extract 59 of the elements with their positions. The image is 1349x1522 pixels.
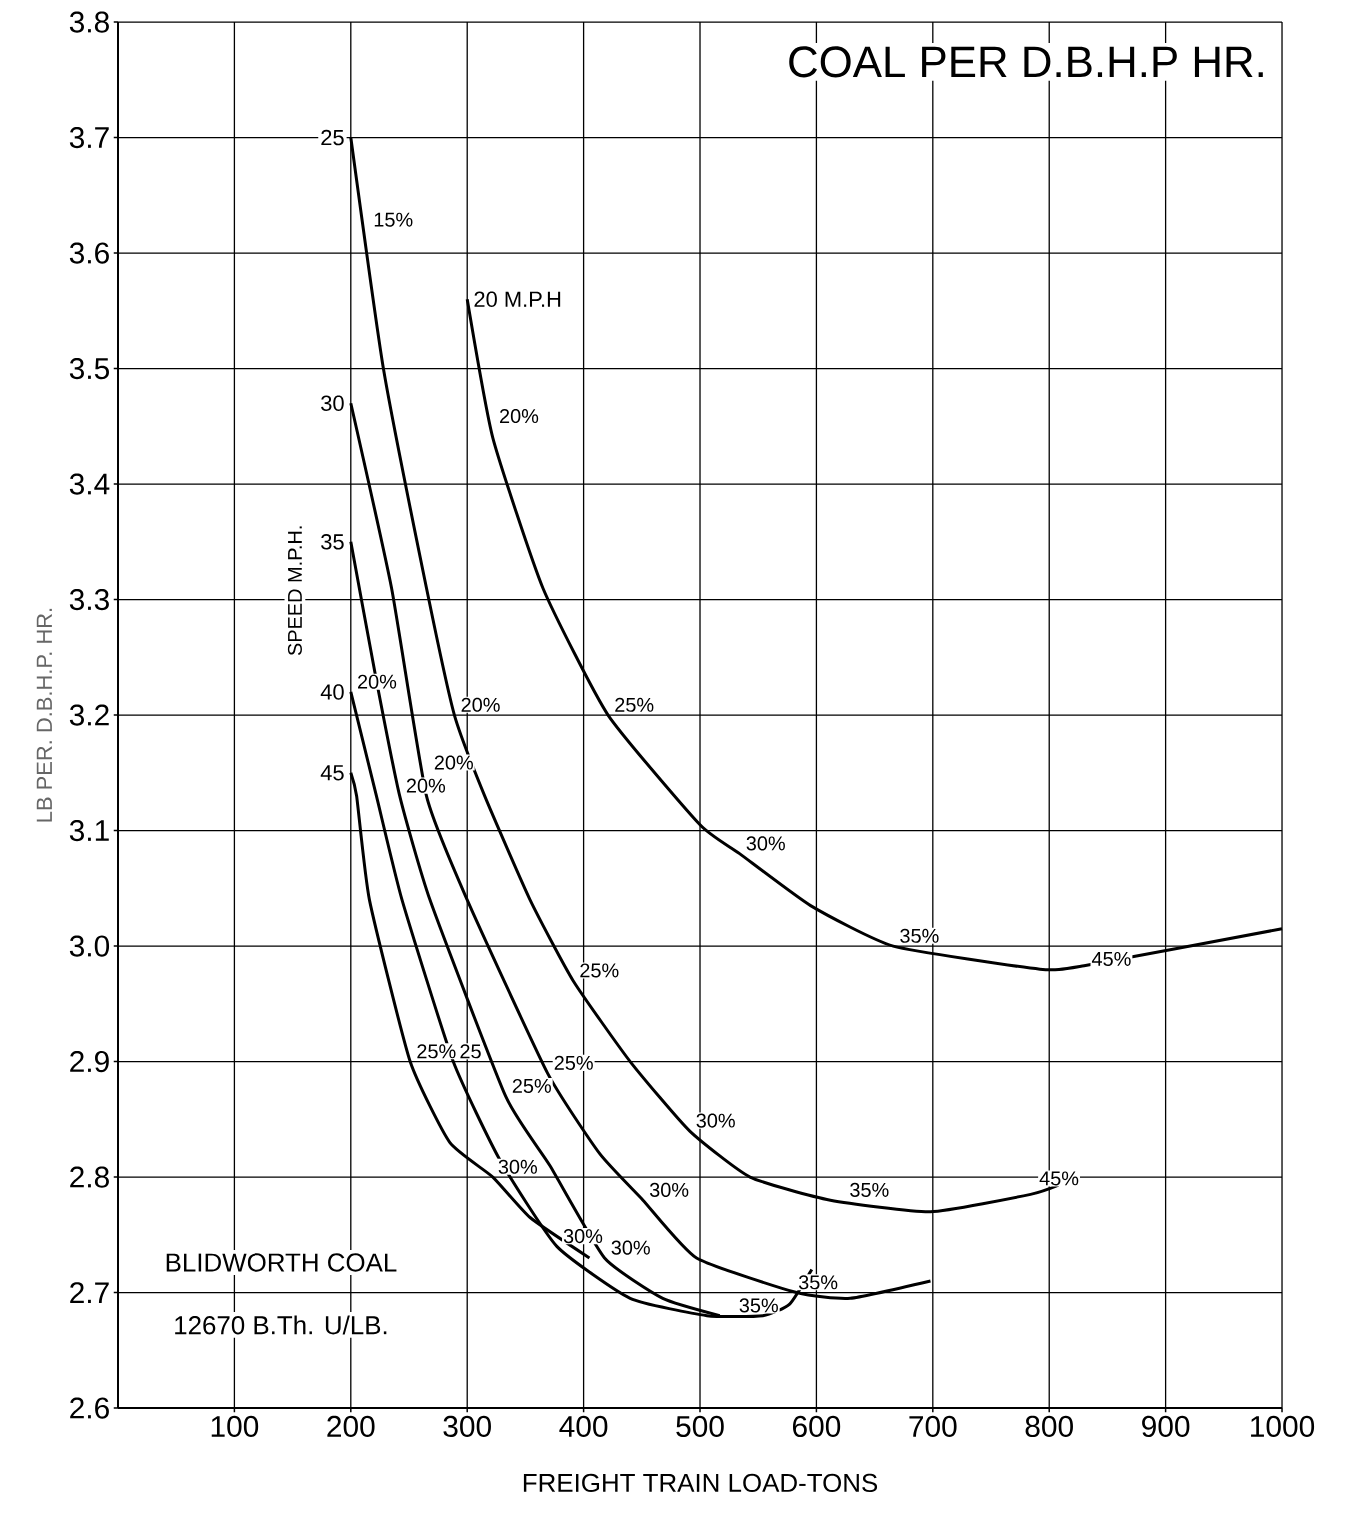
annotation: 25% [512, 1078, 551, 1094]
annotation: 20% [500, 409, 539, 424]
y-tick-label: 3.2 [69, 704, 109, 726]
annotation: 35% [739, 1298, 778, 1313]
y-tick-label: 3.5 [69, 357, 109, 380]
y-tick-label: 3.0 [69, 935, 110, 957]
x-tick-label: 700 [909, 1415, 957, 1438]
x-tick-label: 800 [1025, 1415, 1073, 1438]
annotation: 45% [1039, 1171, 1079, 1186]
y-tick-label: 2.7 [70, 1282, 109, 1303]
annotation: 35% [850, 1182, 889, 1197]
annotation: 25% [417, 1044, 456, 1059]
annotation: 25% [580, 963, 619, 978]
annotation: 20% [461, 697, 500, 712]
annotation: 30% [563, 1229, 603, 1244]
annotation: 45% [1091, 951, 1131, 966]
y-tick-label: 2.8 [70, 1166, 109, 1188]
y-tick-label: 2.9 [70, 1050, 109, 1073]
x-tick-label: 1000 [1251, 1415, 1315, 1438]
annotation: 12670 B.Th. U/LB. [175, 1315, 387, 1335]
chart-title: COAL PER D.B.H.P HR. [789, 46, 1263, 78]
series-label: 30 [321, 395, 344, 411]
annotation: 25% [615, 697, 654, 712]
annotation: 30% [611, 1240, 650, 1255]
annotation: SPEED M.P.H. [287, 526, 302, 656]
y-tick-label: 3.3 [69, 588, 109, 611]
x-tick-label: 400 [559, 1415, 608, 1438]
series-label: 35 [321, 534, 344, 550]
annotation: 30% [746, 836, 785, 851]
y-tick-label: 3.1 [69, 819, 109, 842]
y-tick-label: 3.8 [69, 11, 109, 33]
y-tick-label: 2.6 [70, 1397, 109, 1419]
x-tick-label: 300 [443, 1415, 491, 1438]
annotation: 30% [696, 1113, 735, 1128]
annotation: 15% [374, 212, 413, 227]
annotation: 25 [460, 1044, 481, 1059]
annotation: 20% [434, 755, 473, 770]
annotation: 30% [649, 1182, 689, 1197]
annotation: 20% [358, 674, 397, 689]
annotation: 25% [554, 1055, 593, 1070]
series-label: 25 [321, 129, 344, 146]
x-tick-label: 200 [327, 1415, 375, 1438]
y-tick-label: 3.7 [69, 126, 109, 149]
x-tick-label: 500 [676, 1415, 724, 1438]
series-label: 40 [320, 684, 344, 700]
series-label: 45 [320, 765, 344, 781]
x-tick-label: 900 [1142, 1415, 1190, 1438]
annotation: 20% [406, 778, 446, 793]
x-tick-label: 100 [211, 1415, 259, 1438]
y-axis-title: LB PER. D.B.H.P. HR. [36, 608, 52, 822]
annotation: BLIDWORTH COAL [166, 1253, 397, 1272]
y-tick-label: 3.4 [69, 473, 110, 495]
x-axis-title: FREIGHT TRAIN LOAD-TONS [523, 1473, 878, 1493]
annotation: 35% [798, 1275, 838, 1290]
series-label: 20 M.P.H [474, 291, 561, 308]
x-tick-label: 600 [793, 1415, 841, 1438]
annotation: 35% [900, 928, 939, 943]
annotation: 30% [498, 1159, 537, 1174]
y-tick-label: 3.6 [69, 242, 109, 264]
